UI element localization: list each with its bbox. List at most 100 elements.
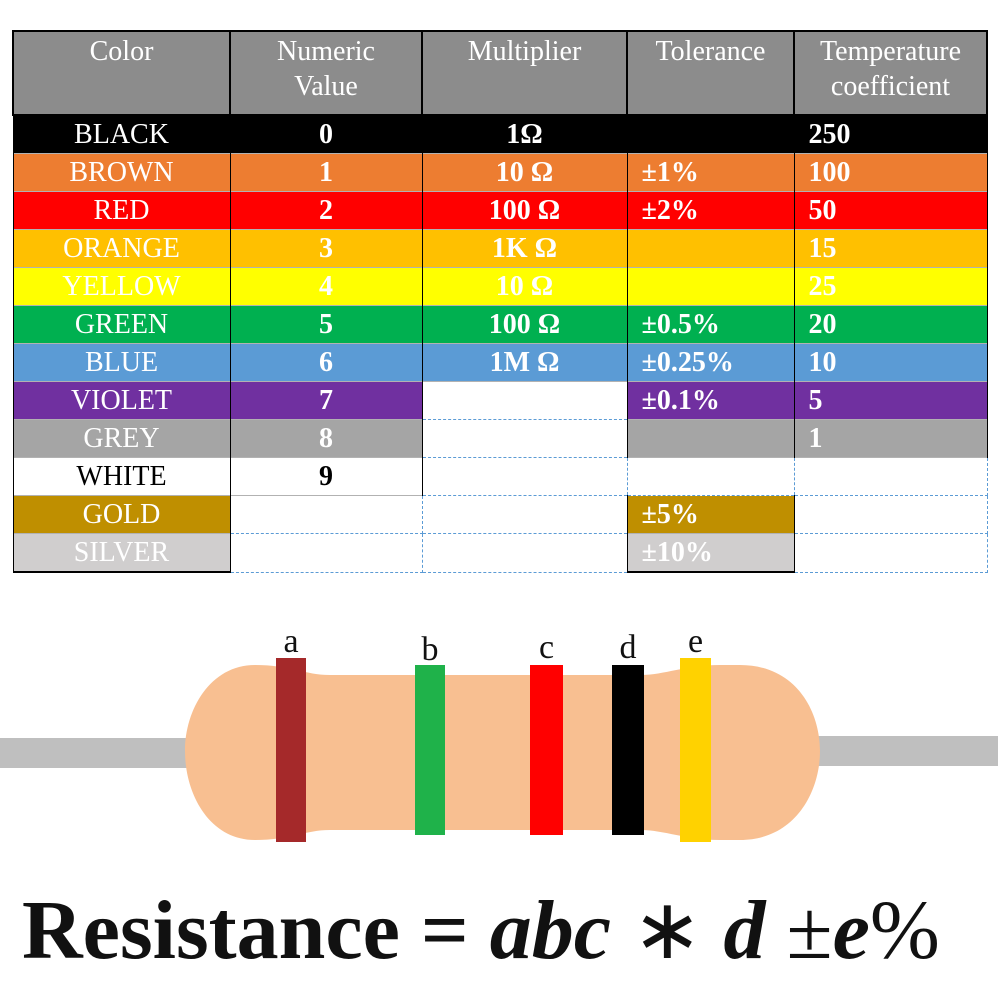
table-row-yellow: YELLOW 4 10 Ω 25 [12,267,988,306]
temp-coefficient-cell: 10 [793,343,988,382]
multiplier-cell: 10 Ω [421,267,628,306]
table-row-orange: ORANGE 3 1K Ω 15 [12,229,988,268]
color-name-cell: YELLOW [12,267,231,306]
table-row-gold: GOLD ±5% [12,495,988,534]
temp-coefficient-cell: 25 [793,267,988,306]
tolerance-cell [626,115,795,154]
table-row-silver: SILVER ±10% [12,533,988,573]
multiplier-cell [421,381,628,420]
resistor-body [185,665,820,840]
table-body: BLACK 0 1Ω 250 BROWN 1 10 Ω ±1% 100 RED 2 100 Ω ±2% 5… [12,115,988,573]
multiplier-cell [421,495,628,534]
tolerance-cell [626,267,795,306]
temp-coefficient-cell: 20 [793,305,988,344]
color-name-cell: GOLD [12,495,231,534]
numeric-value-cell: 0 [229,115,423,154]
color-name-cell: ORANGE [12,229,231,268]
band-a [276,658,306,842]
numeric-value-cell: 8 [229,419,423,458]
numeric-value-cell: 1 [229,153,423,192]
color-name-cell: RED [12,191,231,230]
header-temperature-coefficient: Temperature coefficient [793,30,988,116]
band-c [530,665,563,835]
color-name-cell: VIOLET [12,381,231,420]
temp-coefficient-cell: 50 [793,191,988,230]
multiplier-cell: 100 Ω [421,191,628,230]
numeric-value-cell: 3 [229,229,423,268]
tolerance-cell [626,229,795,268]
temp-coefficient-cell: 15 [793,229,988,268]
table-header-row: Color Numeric Value Multiplier Tolerance … [12,30,988,116]
tolerance-cell: ±0.1% [626,381,795,420]
numeric-value-cell [229,495,423,534]
header-numeric-value: Numeric Value [229,30,423,116]
numeric-value-cell: 9 [229,457,423,496]
color-bands: a b c d e [276,623,711,842]
tolerance-cell: ±10% [626,533,795,573]
formula-times: ∗ [632,884,703,977]
band-e [680,658,711,842]
multiplier-cell: 10 Ω [421,153,628,192]
band-label-e: e [688,623,703,660]
band-b [415,665,445,835]
tolerance-cell: ±2% [626,191,795,230]
temp-coefficient-cell [793,457,988,496]
multiplier-cell [421,457,628,496]
table-row-white: WHITE 9 [12,457,988,496]
band-label-d: d [620,629,637,666]
tolerance-cell [626,419,795,458]
table-row-red: RED 2 100 Ω ±2% 50 [12,191,988,230]
tolerance-cell [626,457,795,496]
numeric-value-cell [229,533,423,573]
temp-coefficient-cell: 1 [793,419,988,458]
band-label-a: a [283,623,298,660]
temp-coefficient-cell [793,533,988,573]
header-multiplier: Multiplier [421,30,628,116]
formula-label: Resistance [22,884,400,977]
tolerance-cell: ±5% [626,495,795,534]
formula-digits: abc [489,884,612,977]
table-row-black: BLACK 0 1Ω 250 [12,115,988,154]
multiplier-cell: 100 Ω [421,305,628,344]
numeric-value-cell: 4 [229,267,423,306]
temp-coefficient-cell: 250 [793,115,988,154]
multiplier-cell [421,533,628,573]
formula-multiplier: d [723,884,766,977]
temp-coefficient-cell [793,495,988,534]
header-tolerance: Tolerance [626,30,795,116]
color-name-cell: BROWN [12,153,231,192]
header-color: Color [12,30,231,116]
table-row-green: GREEN 5 100 Ω ±0.5% 20 [12,305,988,344]
table-row-violet: VIOLET 7 ±0.1% 5 [12,381,988,420]
table-row-brown: BROWN 1 10 Ω ±1% 100 [12,153,988,192]
table-row-grey: GREY 8 1 [12,419,988,458]
temp-coefficient-cell: 100 [793,153,988,192]
resistance-formula: Resistance = abc ∗ d ±e% [22,880,940,979]
numeric-value-cell: 7 [229,381,423,420]
multiplier-cell: 1Ω [421,115,628,154]
tolerance-cell: ±0.5% [626,305,795,344]
resistor-diagram: a b c d e [0,623,998,842]
formula-plus-minus: ± [786,884,833,977]
color-name-cell: BLUE [12,343,231,382]
temp-coefficient-cell: 5 [793,381,988,420]
band-label-c: c [539,629,554,666]
multiplier-cell: 1K Ω [421,229,628,268]
color-name-cell: GREY [12,419,231,458]
resistor-lead-right [800,736,998,766]
numeric-value-cell: 5 [229,305,423,344]
color-name-cell: GREEN [12,305,231,344]
formula-equals: = [420,884,469,977]
formula-percent: % [869,884,940,977]
resistor-color-code-table: Color Numeric Value Multiplier Tolerance … [12,30,988,573]
color-name-cell: SILVER [12,533,231,573]
numeric-value-cell: 6 [229,343,423,382]
tolerance-cell: ±0.25% [626,343,795,382]
tolerance-cell: ±1% [626,153,795,192]
color-name-cell: WHITE [12,457,231,496]
multiplier-cell: 1M Ω [421,343,628,382]
resistor-lead-left [0,738,200,768]
table-row-blue: BLUE 6 1M Ω ±0.25% 10 [12,343,988,382]
color-name-cell: BLACK [12,115,231,154]
band-label-b: b [422,631,439,668]
